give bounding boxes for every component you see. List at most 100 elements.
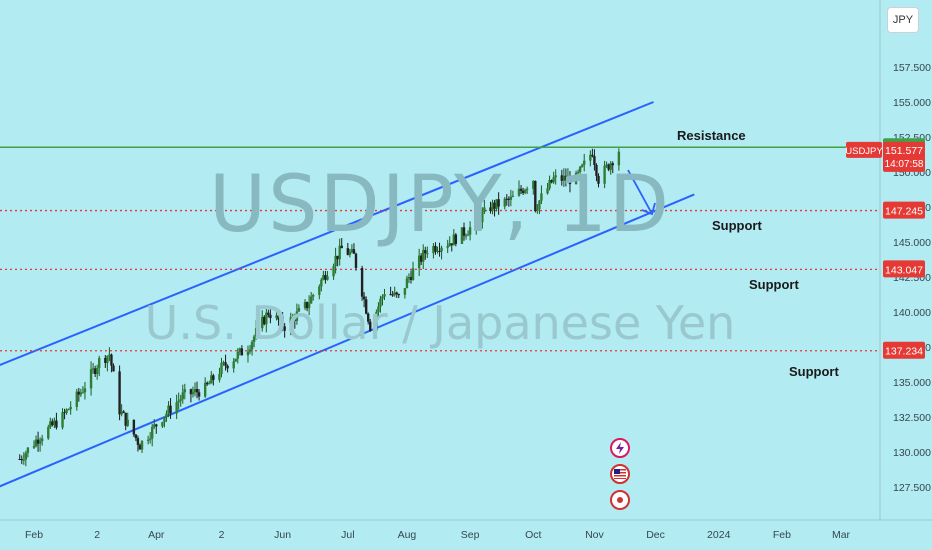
currency-button[interactable]: JPY: [887, 7, 919, 33]
symbol-badge-label: USDJPY: [845, 146, 883, 157]
candle-body: [346, 248, 350, 255]
candle-body: [326, 276, 329, 280]
candle-body: [63, 412, 66, 414]
candle-body: [203, 382, 207, 397]
price-badges: 151.764147.245143.047137.234151.57714:07…: [845, 138, 925, 359]
candle-body: [193, 389, 197, 393]
candle-body: [67, 409, 70, 411]
candle-body: [305, 302, 309, 309]
candle-body: [436, 250, 439, 252]
candle-body: [477, 216, 480, 218]
candle-body: [148, 438, 152, 440]
candle-body: [163, 417, 166, 423]
candle-body: [509, 196, 513, 200]
candle-body: [104, 358, 107, 364]
candle-body: [503, 198, 506, 207]
candle-body: [224, 362, 227, 366]
level-label: Support: [789, 364, 839, 379]
candle-body: [155, 424, 158, 427]
candle-body: [534, 181, 537, 212]
candle-body: [460, 227, 464, 244]
candle-body: [263, 316, 266, 325]
candle-body: [580, 164, 584, 167]
candle-body: [177, 400, 180, 403]
candle-body: [595, 164, 598, 176]
candle-body: [422, 250, 425, 262]
candle-body: [110, 354, 113, 366]
candle-body: [252, 336, 256, 342]
candle-body: [605, 164, 608, 166]
candle-body: [424, 250, 427, 254]
candle-body: [34, 439, 38, 447]
candle-body: [548, 180, 551, 189]
candle-body: [532, 181, 535, 189]
us-flag-icon[interactable]: [610, 464, 630, 484]
candle-body: [83, 388, 87, 393]
candle-body: [322, 274, 325, 280]
time-tick-label: Feb: [25, 529, 43, 541]
candle-body: [369, 321, 372, 331]
candle-body: [511, 195, 515, 197]
level-lines: Resistance Support Support Support: [0, 128, 880, 379]
candle-body: [212, 375, 215, 380]
candle-body: [75, 391, 78, 407]
candle-body: [118, 371, 121, 415]
candle-body: [26, 447, 30, 454]
support-badge-label: 147.245: [885, 206, 923, 218]
candle-body: [454, 234, 458, 244]
candle-body: [597, 175, 600, 184]
candle-body: [112, 365, 115, 372]
candle-body: [165, 413, 168, 418]
candle-body: [293, 316, 297, 321]
candle-body: [583, 160, 586, 165]
candle-body: [432, 245, 435, 254]
candle-body: [136, 438, 140, 445]
candle-body: [464, 235, 468, 237]
candle-body: [281, 316, 284, 327]
candle-body: [89, 369, 93, 389]
candle-body: [393, 292, 396, 296]
candle-body: [307, 303, 311, 309]
candle-body: [181, 392, 184, 400]
candle-body: [554, 175, 557, 178]
japan-flag-icon[interactable]: [610, 490, 630, 510]
candle-body: [523, 189, 527, 193]
candle-body: [417, 255, 421, 269]
price-axis[interactable]: 127.500130.000132.500135.000137.500140.0…: [879, 0, 931, 520]
candle-body: [397, 294, 400, 296]
candle-body: [360, 267, 364, 297]
candle-body: [208, 383, 211, 385]
watermark-title: USDJPY, 1D: [209, 160, 671, 250]
candles: [18, 148, 621, 467]
candle-body: [167, 405, 170, 414]
candle-body: [495, 199, 498, 209]
candle-body: [91, 368, 95, 370]
time-tick-label: Oct: [525, 529, 541, 541]
candle-body: [291, 316, 295, 318]
candle-body: [236, 352, 239, 359]
candle-body: [153, 424, 156, 427]
last-price-label: 151.577: [885, 145, 923, 157]
time-tick-label: Dec: [646, 529, 665, 541]
candle-body: [120, 411, 123, 415]
candle-body: [440, 247, 443, 252]
candle-body: [261, 316, 264, 329]
candle-body: [132, 419, 136, 435]
candle-body: [507, 198, 511, 200]
candle-body: [452, 234, 456, 246]
candle-body: [277, 315, 280, 320]
lightning-icon[interactable]: [610, 438, 630, 458]
candle-body: [289, 317, 292, 331]
candle-body: [603, 165, 606, 184]
candle-body: [303, 302, 307, 309]
candle-body: [234, 358, 237, 362]
candle-body: [183, 389, 187, 393]
candle-body: [95, 368, 99, 374]
channel-lower-line: [0, 193, 695, 488]
candle-body: [593, 156, 596, 165]
time-axis[interactable]: Feb 2 Apr 2 Jun Jul Aug Sep Oct Nov Dec 2024 Feb Mar: [0, 519, 932, 541]
candle-body: [560, 175, 564, 181]
candle-body: [81, 392, 85, 394]
candle-body: [18, 459, 21, 460]
